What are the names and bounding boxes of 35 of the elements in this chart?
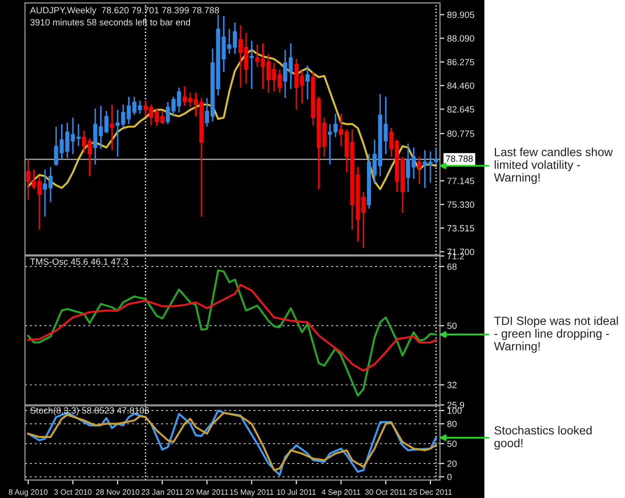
line-series	[27, 284, 437, 372]
y-tick-label: 68	[447, 263, 457, 270]
y-tick-label: 86.275	[447, 58, 474, 66]
y-tick-label: 50	[447, 322, 457, 330]
candlestick	[250, 40, 254, 90]
y-tick-label: 82.645	[447, 106, 474, 113]
candlestick	[417, 156, 422, 185]
line-series	[27, 269, 437, 397]
y-tick-label: 32	[447, 382, 457, 388]
y-tick-label: 73.515	[447, 225, 474, 232]
y-tick-label: 50	[447, 440, 457, 447]
y-tick-label: 80.775	[447, 130, 474, 137]
y-tick-label: 25.9	[447, 402, 464, 408]
candlestick	[322, 116, 326, 158]
y-tick-label: 89.905	[447, 12, 474, 18]
y-tick-label: 84.460	[447, 82, 474, 89]
y-tick-label: 100	[448, 407, 462, 414]
y-tick-label: 77.145	[447, 178, 474, 184]
y-tick-label: 80	[447, 420, 457, 428]
candlestick	[26, 158, 30, 200]
ref-line-label: 78.788	[446, 155, 473, 162]
annotation: AUDJPY,Weekly 78.620 79.701 78.399 78.788	[30, 6, 219, 16]
y-tick-label: 71.700	[447, 248, 474, 256]
candlestick	[110, 104, 114, 151]
annotation: Stochastics looked good!	[494, 426, 592, 450]
annotation: Last few candles show limited volatility - Warning!	[494, 148, 613, 184]
annotation: Stoch(8,3,3) 58.8523 47.8106	[30, 406, 150, 416]
y-tick-label: 75.330	[447, 201, 474, 208]
y-tick-label: 20	[447, 460, 457, 467]
candlestick	[305, 64, 310, 100]
y-tick-label: 0	[447, 474, 452, 480]
annotation: 3910 minutes 58 seconds left to bar end	[30, 18, 190, 26]
annotation: TDI Slope was not ideal - green line dropping - Warning!	[494, 316, 618, 353]
annotation: TMS-Osc 45.6 46.1 47.3	[30, 258, 128, 265]
y-tick-label: 88.090	[447, 35, 474, 42]
